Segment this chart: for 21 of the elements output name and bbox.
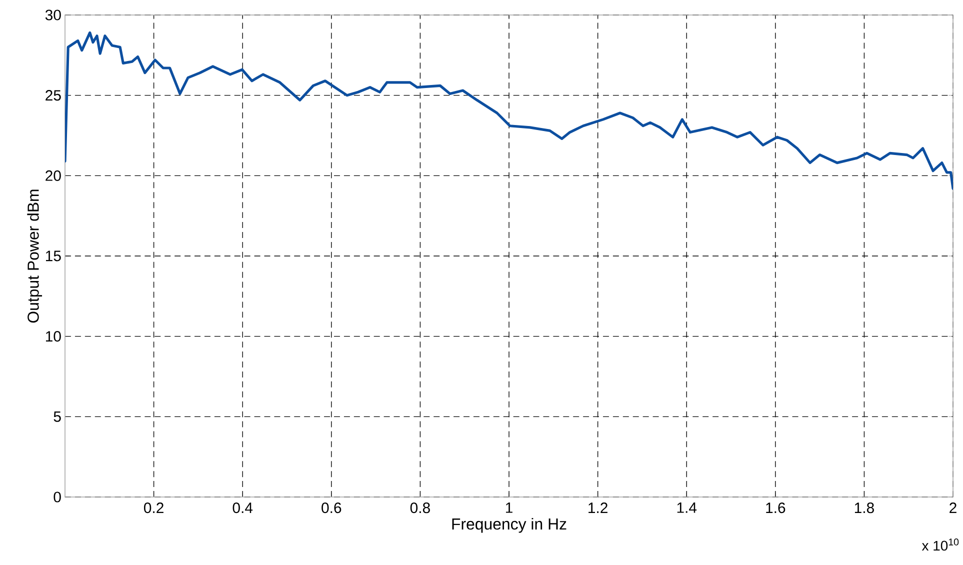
x-tick-label: 0.6 bbox=[322, 502, 342, 514]
x-tick-label: 0.8 bbox=[410, 502, 430, 514]
y-tick-label: 30 bbox=[45, 10, 61, 20]
y-tick-label: 25 bbox=[46, 90, 61, 101]
x-tick-label: 0.4 bbox=[232, 502, 253, 514]
x-tick-label: 1 bbox=[506, 502, 512, 513]
x-axis-title: Frequency in Hz bbox=[452, 518, 566, 533]
x-tick-label: 0.2 bbox=[144, 502, 164, 514]
y-tick-label: 20 bbox=[46, 170, 61, 181]
text: x 10$^{10}$ bbox=[922, 538, 959, 551]
x-tick-label: 1.4 bbox=[677, 502, 697, 513]
line-series bbox=[65, 31, 954, 190]
y-tick-label: 0 bbox=[54, 492, 61, 502]
y-axis-title: Output Power dBm bbox=[27, 190, 42, 323]
x-tick-label: 1.8 bbox=[854, 502, 874, 514]
y-tick-label: 5 bbox=[54, 411, 61, 422]
y-tick-label: 10 bbox=[46, 331, 61, 342]
x-tick-label: 2 bbox=[950, 502, 956, 513]
x-tick-label: 1.6 bbox=[766, 502, 786, 514]
x-tick-label: 1.2 bbox=[588, 502, 608, 513]
y-tick-label: 15 bbox=[46, 250, 61, 262]
